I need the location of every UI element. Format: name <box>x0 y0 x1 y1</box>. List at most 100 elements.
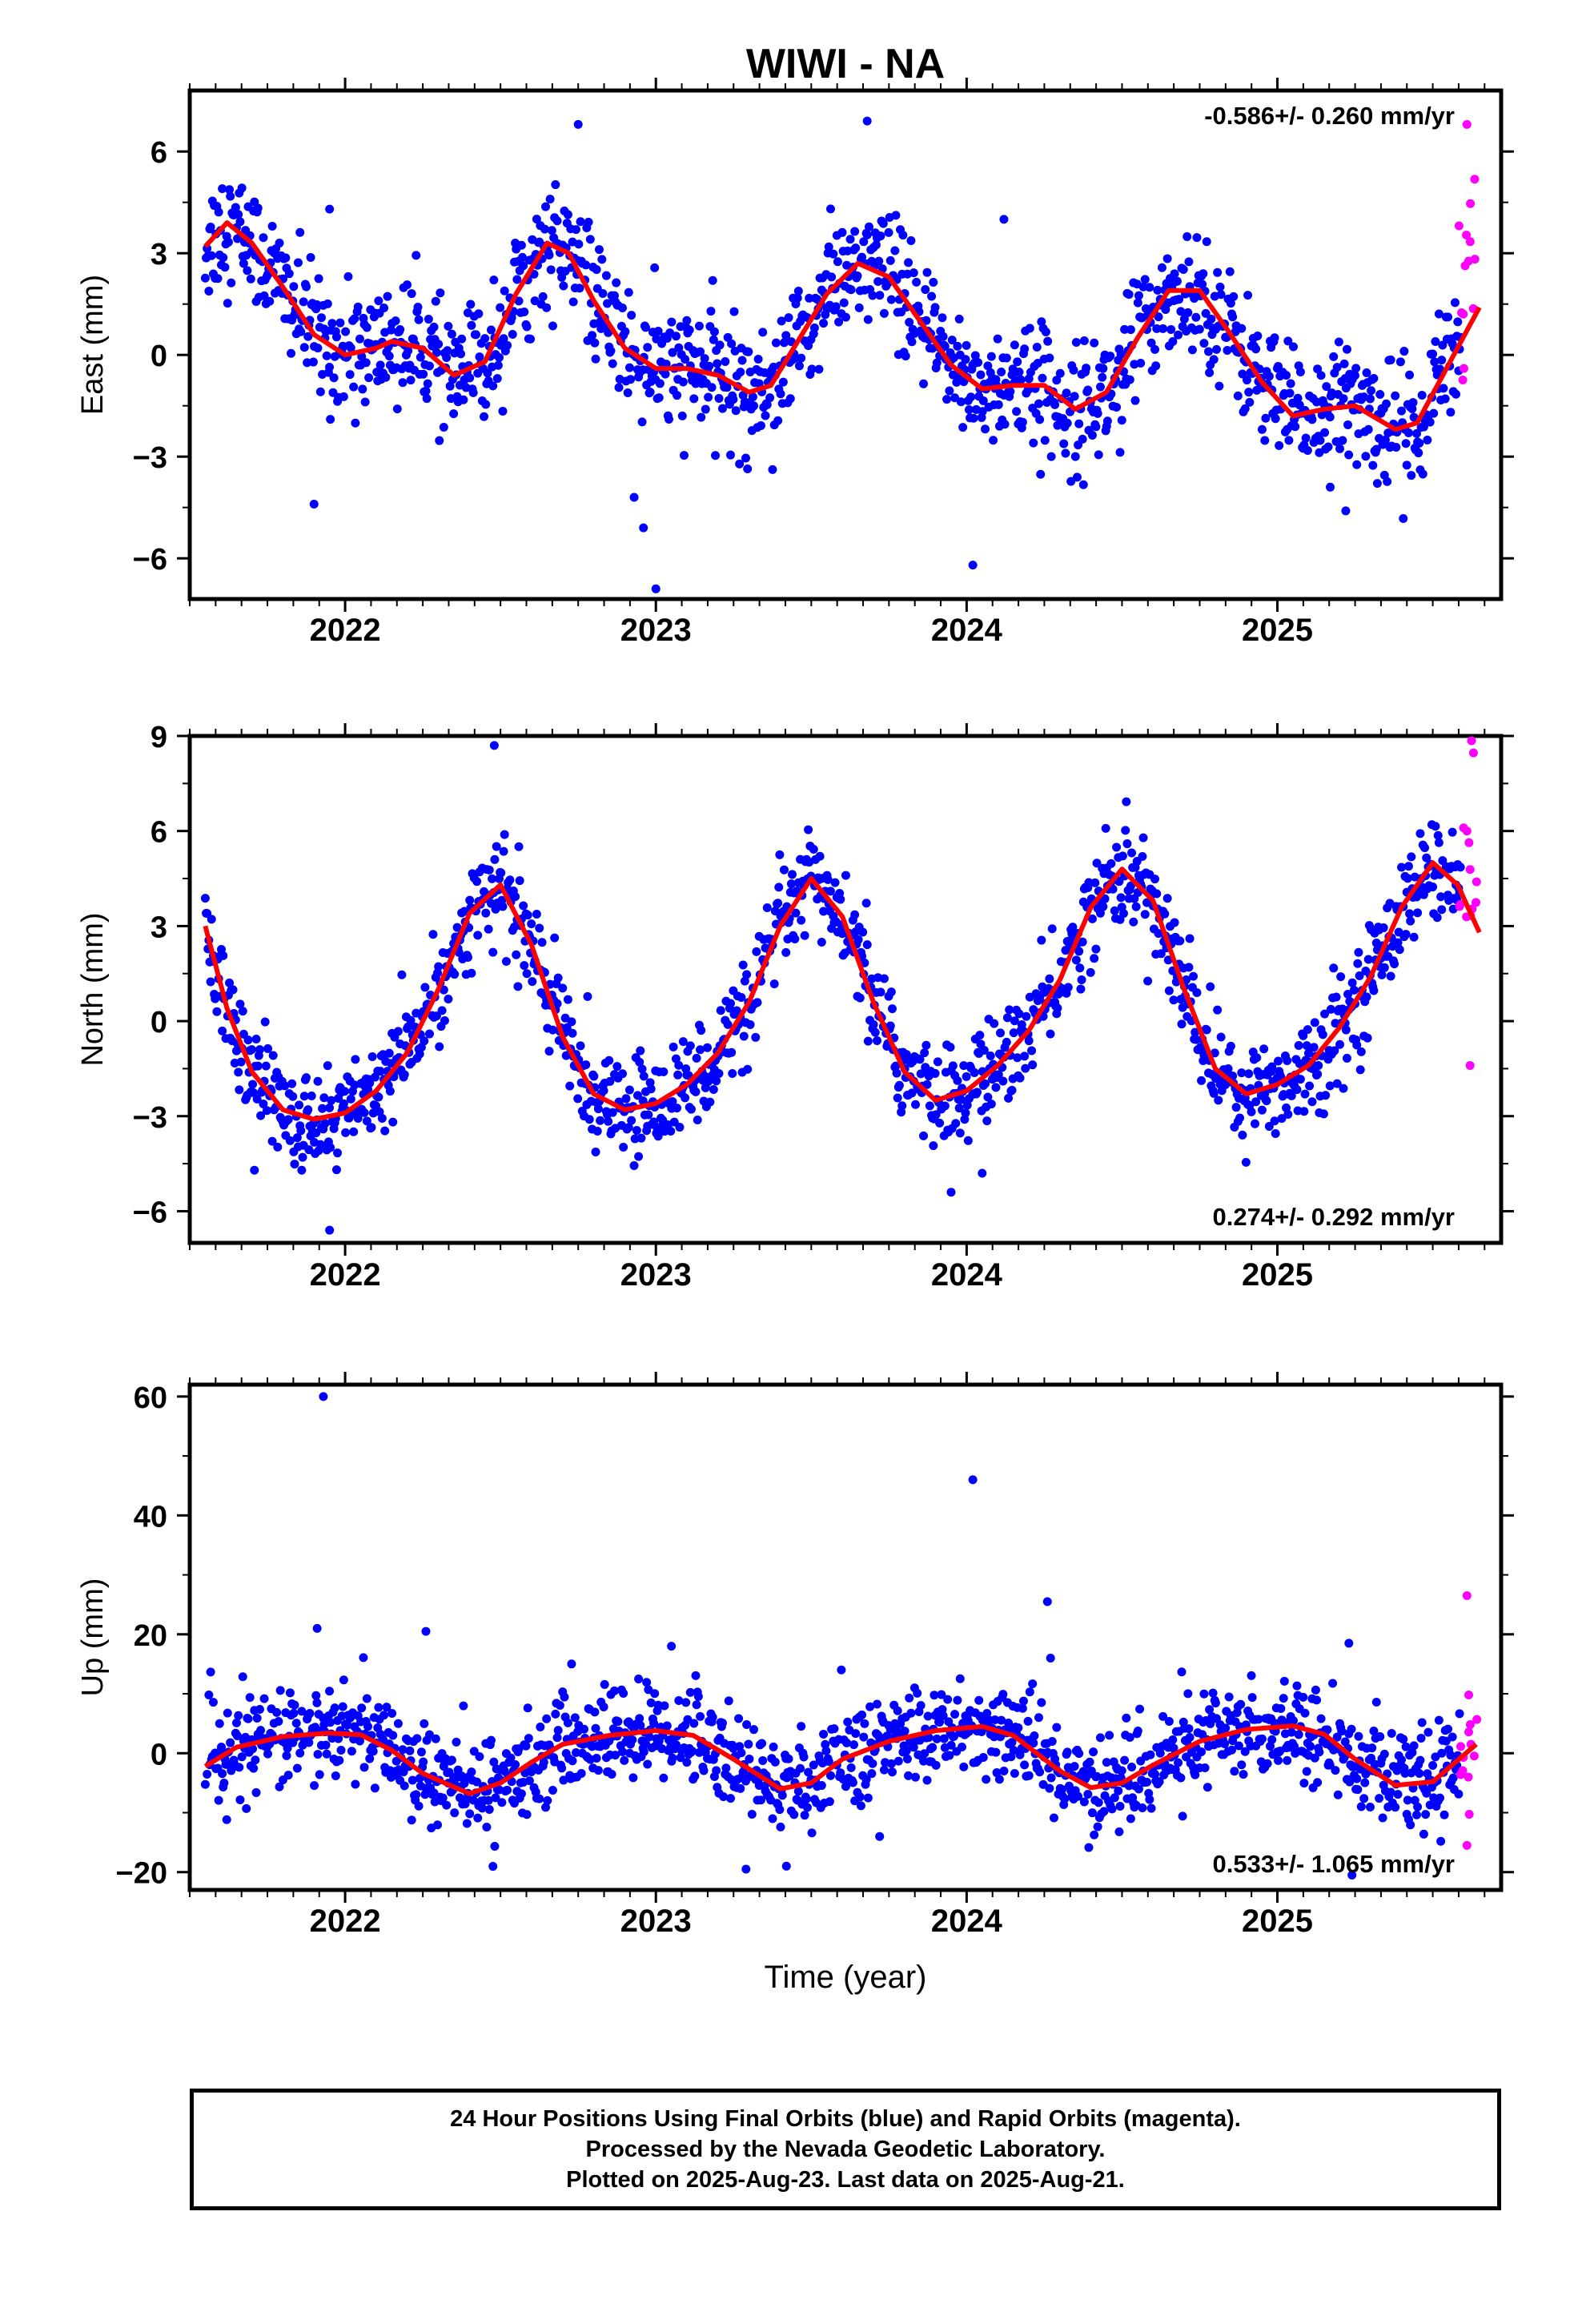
final-orbit-point <box>1209 355 1219 364</box>
final-orbit-point <box>1087 1808 1097 1818</box>
final-orbit-point <box>1382 399 1391 408</box>
final-orbit-point <box>346 1094 355 1104</box>
final-orbit-point <box>784 313 793 323</box>
final-orbit-point <box>642 1678 652 1687</box>
final-orbit-point <box>1083 1789 1093 1799</box>
final-orbit-point <box>1035 415 1045 424</box>
final-orbit-point <box>1386 1787 1395 1797</box>
final-orbit-point <box>749 1725 759 1735</box>
rapid-orbit-point <box>1464 1772 1473 1782</box>
final-orbit-point <box>655 379 665 388</box>
final-orbit-point <box>927 292 937 301</box>
final-orbit-point <box>736 1783 745 1793</box>
final-orbit-point <box>1002 353 1011 363</box>
final-orbit-point <box>919 1131 929 1140</box>
final-orbit-point <box>532 909 541 919</box>
final-orbit-point <box>636 1721 645 1731</box>
final-orbit-point <box>295 1100 304 1110</box>
final-orbit-point <box>1425 417 1435 427</box>
final-orbit-point <box>618 304 628 313</box>
final-orbit-point <box>362 323 371 332</box>
final-orbit-point <box>998 1076 1008 1086</box>
final-orbit-point <box>707 383 717 392</box>
final-orbit-point <box>887 1767 897 1777</box>
final-orbit-point <box>361 358 371 368</box>
outlier-point <box>319 1392 328 1401</box>
final-orbit-point <box>235 217 245 227</box>
final-orbit-point <box>1334 337 1343 347</box>
final-orbit-point <box>681 1698 691 1707</box>
final-orbit-point <box>873 1035 882 1045</box>
final-orbit-point <box>700 354 709 364</box>
data-points <box>200 116 1480 593</box>
final-orbit-point <box>1108 884 1118 894</box>
final-orbit-point <box>432 1011 441 1021</box>
final-orbit-point <box>924 1733 934 1743</box>
final-orbit-point <box>1106 352 1115 361</box>
final-orbit-point <box>1166 324 1176 334</box>
final-orbit-point <box>594 245 604 255</box>
final-orbit-point <box>1085 1757 1094 1767</box>
final-orbit-point <box>546 265 556 275</box>
final-orbit-point <box>1071 955 1081 965</box>
final-orbit-point <box>207 915 216 924</box>
final-orbit-point <box>712 1766 721 1775</box>
final-orbit-point <box>863 315 873 324</box>
final-orbit-point <box>289 282 299 292</box>
final-orbit-point <box>252 1714 262 1723</box>
final-orbit-point <box>305 1709 315 1719</box>
final-orbit-point <box>825 1771 835 1780</box>
final-orbit-point <box>708 1712 717 1722</box>
final-orbit-point <box>1138 852 1147 862</box>
final-orbit-point <box>592 265 601 275</box>
rapid-orbit-point <box>1464 1727 1473 1737</box>
final-orbit-point <box>1331 1766 1340 1775</box>
final-orbit-point <box>353 302 363 312</box>
final-orbit-point <box>521 1741 531 1751</box>
final-orbit-point <box>339 1087 349 1096</box>
final-orbit-point <box>1098 902 1108 911</box>
final-orbit-point <box>1343 989 1353 999</box>
final-orbit-point <box>1360 1778 1370 1787</box>
final-orbit-point <box>364 373 374 383</box>
final-orbit-point <box>1178 264 1188 274</box>
final-orbit-point <box>472 877 482 887</box>
final-orbit-point <box>1335 1039 1345 1049</box>
final-orbit-point <box>1415 438 1424 448</box>
final-orbit-point <box>488 381 498 391</box>
final-orbit-point <box>481 400 491 409</box>
final-orbit-point <box>862 230 872 239</box>
final-orbit-point <box>490 1841 500 1851</box>
final-orbit-point <box>990 1019 999 1028</box>
final-orbit-point <box>753 355 763 364</box>
rapid-orbit-point <box>1462 231 1472 240</box>
final-orbit-point <box>488 874 497 883</box>
final-orbit-point <box>298 1152 307 1162</box>
final-orbit-point <box>1283 336 1293 346</box>
final-orbit-point <box>793 1787 803 1796</box>
final-orbit-point <box>627 311 636 320</box>
final-orbit-point <box>1105 1731 1114 1740</box>
final-orbit-point <box>1226 1041 1235 1051</box>
final-orbit-point <box>1337 1727 1347 1736</box>
final-orbit-point <box>885 255 895 265</box>
final-orbit-point <box>486 325 496 335</box>
final-orbit-point <box>1066 476 1076 486</box>
final-orbit-point <box>351 1779 360 1789</box>
final-orbit-point <box>1429 408 1439 418</box>
final-orbit-point <box>879 974 889 983</box>
final-orbit-point <box>1130 396 1140 405</box>
final-orbit-point <box>738 391 748 400</box>
final-orbit-point <box>674 1060 684 1070</box>
final-orbit-point <box>1009 1028 1018 1038</box>
final-orbit-point <box>363 1722 372 1731</box>
final-orbit-point <box>1411 1810 1421 1819</box>
final-orbit-point <box>435 1042 444 1051</box>
final-orbit-point <box>1122 797 1131 806</box>
final-orbit-point <box>637 417 647 427</box>
final-orbit-point <box>283 1743 292 1753</box>
final-orbit-point <box>518 252 528 262</box>
final-orbit-point <box>1264 1122 1274 1132</box>
final-orbit-point <box>665 415 674 424</box>
